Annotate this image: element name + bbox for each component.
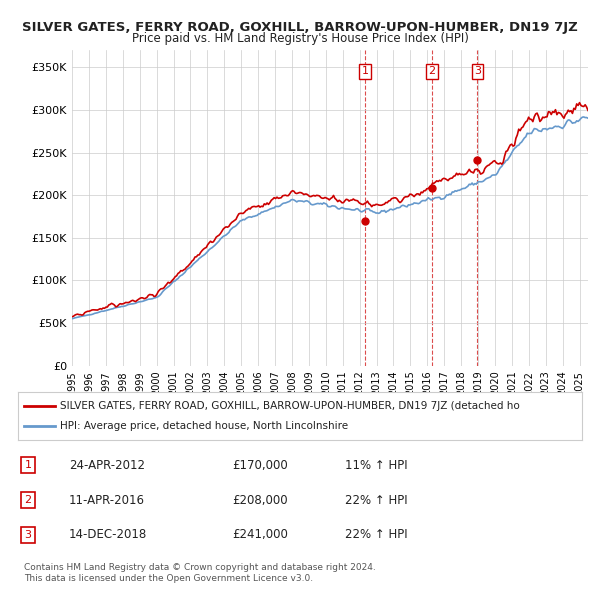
Text: SILVER GATES, FERRY ROAD, GOXHILL, BARROW-UPON-HUMBER, DN19 7JZ: SILVER GATES, FERRY ROAD, GOXHILL, BARRO… xyxy=(22,21,578,34)
Text: Price paid vs. HM Land Registry's House Price Index (HPI): Price paid vs. HM Land Registry's House … xyxy=(131,32,469,45)
Text: 1: 1 xyxy=(361,67,368,77)
Text: Contains HM Land Registry data © Crown copyright and database right 2024.
This d: Contains HM Land Registry data © Crown c… xyxy=(24,563,376,583)
Text: SILVER GATES, FERRY ROAD, GOXHILL, BARROW-UPON-HUMBER, DN19 7JZ (detached ho: SILVER GATES, FERRY ROAD, GOXHILL, BARRO… xyxy=(60,401,520,411)
Text: £170,000: £170,000 xyxy=(232,458,288,471)
Text: 11-APR-2016: 11-APR-2016 xyxy=(69,493,145,507)
Text: 24-APR-2012: 24-APR-2012 xyxy=(69,458,145,471)
Text: 22% ↑ HPI: 22% ↑ HPI xyxy=(345,493,408,507)
Text: 22% ↑ HPI: 22% ↑ HPI xyxy=(345,529,408,542)
Text: HPI: Average price, detached house, North Lincolnshire: HPI: Average price, detached house, Nort… xyxy=(60,421,349,431)
Text: 3: 3 xyxy=(474,67,481,77)
Text: 3: 3 xyxy=(25,530,32,540)
Text: 1: 1 xyxy=(25,460,32,470)
Text: 11% ↑ HPI: 11% ↑ HPI xyxy=(345,458,408,471)
Text: 14-DEC-2018: 14-DEC-2018 xyxy=(69,529,147,542)
Text: £241,000: £241,000 xyxy=(232,529,288,542)
Text: 2: 2 xyxy=(25,495,32,505)
Text: £208,000: £208,000 xyxy=(232,493,288,507)
Text: 2: 2 xyxy=(428,67,436,77)
